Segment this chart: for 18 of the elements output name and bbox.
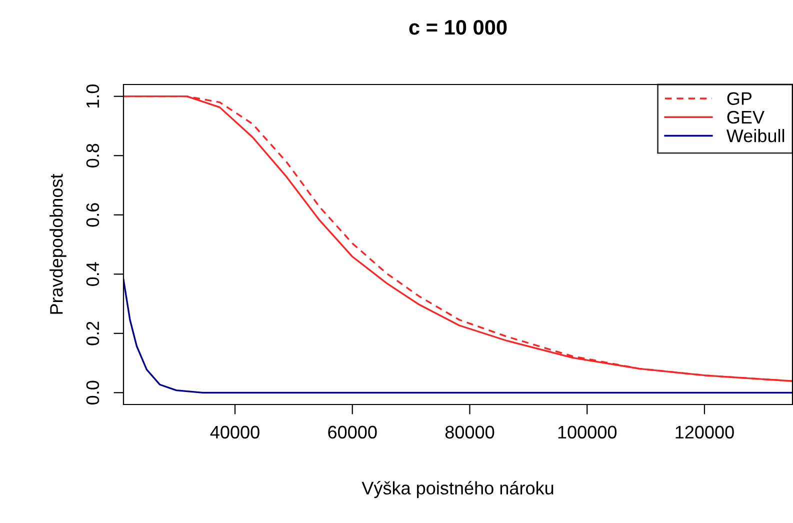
y-tick-label: 0.0 (86, 380, 100, 404)
y-tick-label: 0.8 (86, 144, 100, 168)
line-series (124, 278, 792, 394)
x-tick-label: 80000 (445, 426, 494, 439)
y-tick-label: 0.6 (86, 203, 100, 227)
x-tick-label: 120000 (676, 426, 734, 439)
x-tick-label: 40000 (210, 426, 260, 439)
legend-label: Weibull (726, 128, 784, 142)
y-tick-label: 1.0 (86, 84, 100, 108)
x-axis-title: Výška poistného nároku (362, 481, 554, 498)
legend-label: GP (727, 92, 752, 105)
chart-title: c = 10 000 (409, 20, 507, 35)
legend-label: GEV (727, 110, 764, 124)
y-tick-label: 0.4 (86, 262, 100, 286)
y-axis-title: Pravdepodobnost (50, 174, 66, 314)
x-tick-label: 60000 (328, 426, 377, 439)
x-tick-label: 100000 (558, 426, 617, 439)
y-tick-label: 0.2 (86, 322, 100, 346)
